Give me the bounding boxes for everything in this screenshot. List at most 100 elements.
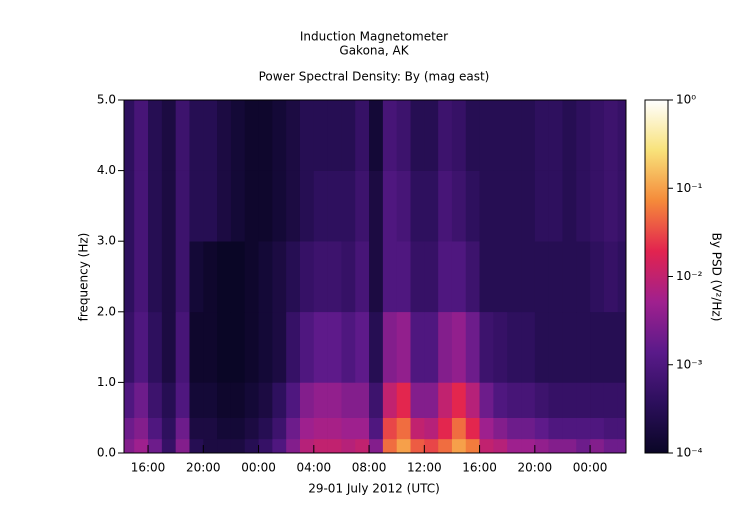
heatmap-cell — [355, 100, 370, 171]
heatmap-cell — [341, 438, 356, 453]
heatmap-cell — [603, 170, 619, 242]
heatmap-cell — [410, 438, 425, 453]
heatmap-cell — [341, 100, 356, 171]
heatmap-cell — [521, 241, 536, 313]
heatmap-cell — [299, 241, 315, 313]
heatmap-cell — [258, 311, 273, 383]
colorbar-tick-label: 10⁻³ — [676, 357, 703, 371]
heatmap-cell — [534, 241, 549, 313]
heatmap-cell — [451, 311, 467, 383]
colorbar-label: By PSD (V²/Hz) — [710, 233, 724, 322]
colorbar-tick-label: 10⁻² — [676, 269, 703, 283]
heatmap-cell — [258, 170, 273, 242]
y-tick-label: 5.0 — [97, 93, 116, 107]
heatmap-cell — [507, 100, 522, 171]
heatmap-cell — [244, 382, 259, 418]
heatmap-cell — [382, 382, 397, 418]
heatmap-cell — [286, 100, 301, 171]
heatmap-cell — [299, 170, 315, 242]
heatmap-cell — [286, 417, 301, 440]
heatmap-cell — [148, 382, 163, 418]
heatmap-cell — [313, 438, 328, 453]
heatmap-cell — [617, 417, 626, 440]
heatmap-cell — [327, 382, 342, 418]
heatmap-cell — [148, 170, 163, 242]
heatmap-cell — [272, 417, 287, 440]
heatmap-cell — [617, 438, 626, 453]
heatmap-cell — [507, 170, 522, 242]
heatmap-cell — [203, 170, 218, 242]
heatmap-cell — [521, 170, 536, 242]
heatmap-cell — [534, 100, 549, 171]
heatmap-cell — [590, 382, 605, 418]
heatmap-cell — [161, 311, 176, 383]
heatmap-cell — [313, 417, 328, 440]
heatmap-cell — [534, 170, 549, 242]
heatmap-cell — [493, 241, 508, 313]
x-tick-label: 08:00 — [352, 461, 387, 475]
heatmap-cell — [562, 417, 577, 440]
heatmap-cell — [479, 311, 494, 383]
heatmap-cell — [134, 241, 149, 313]
heatmap-cell — [341, 311, 356, 383]
heatmap-cell — [272, 100, 287, 171]
heatmap-cell — [534, 417, 549, 440]
chart-title: Induction Magnetometer — [300, 30, 448, 44]
heatmap-cell — [521, 438, 536, 453]
heatmap-cell — [124, 417, 135, 440]
heatmap-cell — [438, 241, 453, 313]
heatmap-cell — [576, 417, 591, 440]
heatmap-cell — [465, 438, 480, 453]
heatmap-cell — [521, 417, 536, 440]
heatmap-cell — [217, 241, 232, 313]
heatmap-cell — [521, 311, 536, 383]
heatmap-cell — [617, 382, 626, 418]
heatmap-cell — [272, 382, 287, 418]
heatmap-cell — [341, 170, 356, 242]
heatmap-cell — [507, 417, 522, 440]
heatmap-cell — [617, 170, 626, 242]
heatmap-cell — [438, 100, 453, 171]
heatmap-cell — [286, 311, 301, 383]
heatmap-cell — [382, 241, 397, 313]
heatmap-cell — [548, 417, 563, 440]
heatmap-cell — [134, 382, 149, 418]
heatmap-cell — [217, 438, 232, 453]
heatmap-cell — [603, 311, 619, 383]
heatmap-cell — [286, 438, 301, 453]
y-tick-label: 4.0 — [97, 163, 116, 177]
heatmap-cell — [189, 382, 204, 418]
heatmap-cell — [355, 170, 370, 242]
heatmap-cell — [124, 311, 135, 383]
heatmap-cell — [396, 311, 411, 383]
heatmap-cell — [369, 170, 384, 242]
heatmap-cell — [396, 438, 411, 453]
heatmap-cell — [327, 241, 342, 313]
heatmap-cell — [217, 311, 232, 383]
heatmap-cell — [438, 170, 453, 242]
heatmap-cell — [424, 417, 439, 440]
heatmap-cell — [217, 100, 232, 171]
y-tick-label: 0.0 — [97, 446, 116, 460]
heatmap-cell — [313, 382, 328, 418]
x-tick-label: 16:00 — [131, 461, 166, 475]
heatmap-cell — [230, 311, 246, 383]
heatmap-cell — [161, 438, 176, 453]
heatmap-cell — [410, 170, 425, 242]
heatmap-cell — [424, 382, 439, 418]
heatmap-cell — [313, 100, 328, 171]
heatmap-cell — [562, 170, 577, 242]
x-tick-label: 20:00 — [186, 461, 221, 475]
heatmap-cell — [272, 311, 287, 383]
heatmap-cell — [590, 100, 605, 171]
heatmap-cell — [479, 241, 494, 313]
heatmap-cell — [272, 241, 287, 313]
heatmap-cell — [396, 100, 411, 171]
heatmap-cell — [382, 438, 397, 453]
heatmap-cell — [424, 438, 439, 453]
heatmap-cell — [175, 438, 190, 453]
heatmap-cell — [175, 100, 190, 171]
heatmap-cell — [424, 311, 439, 383]
heatmap-cell — [493, 417, 508, 440]
heatmap — [124, 100, 626, 453]
